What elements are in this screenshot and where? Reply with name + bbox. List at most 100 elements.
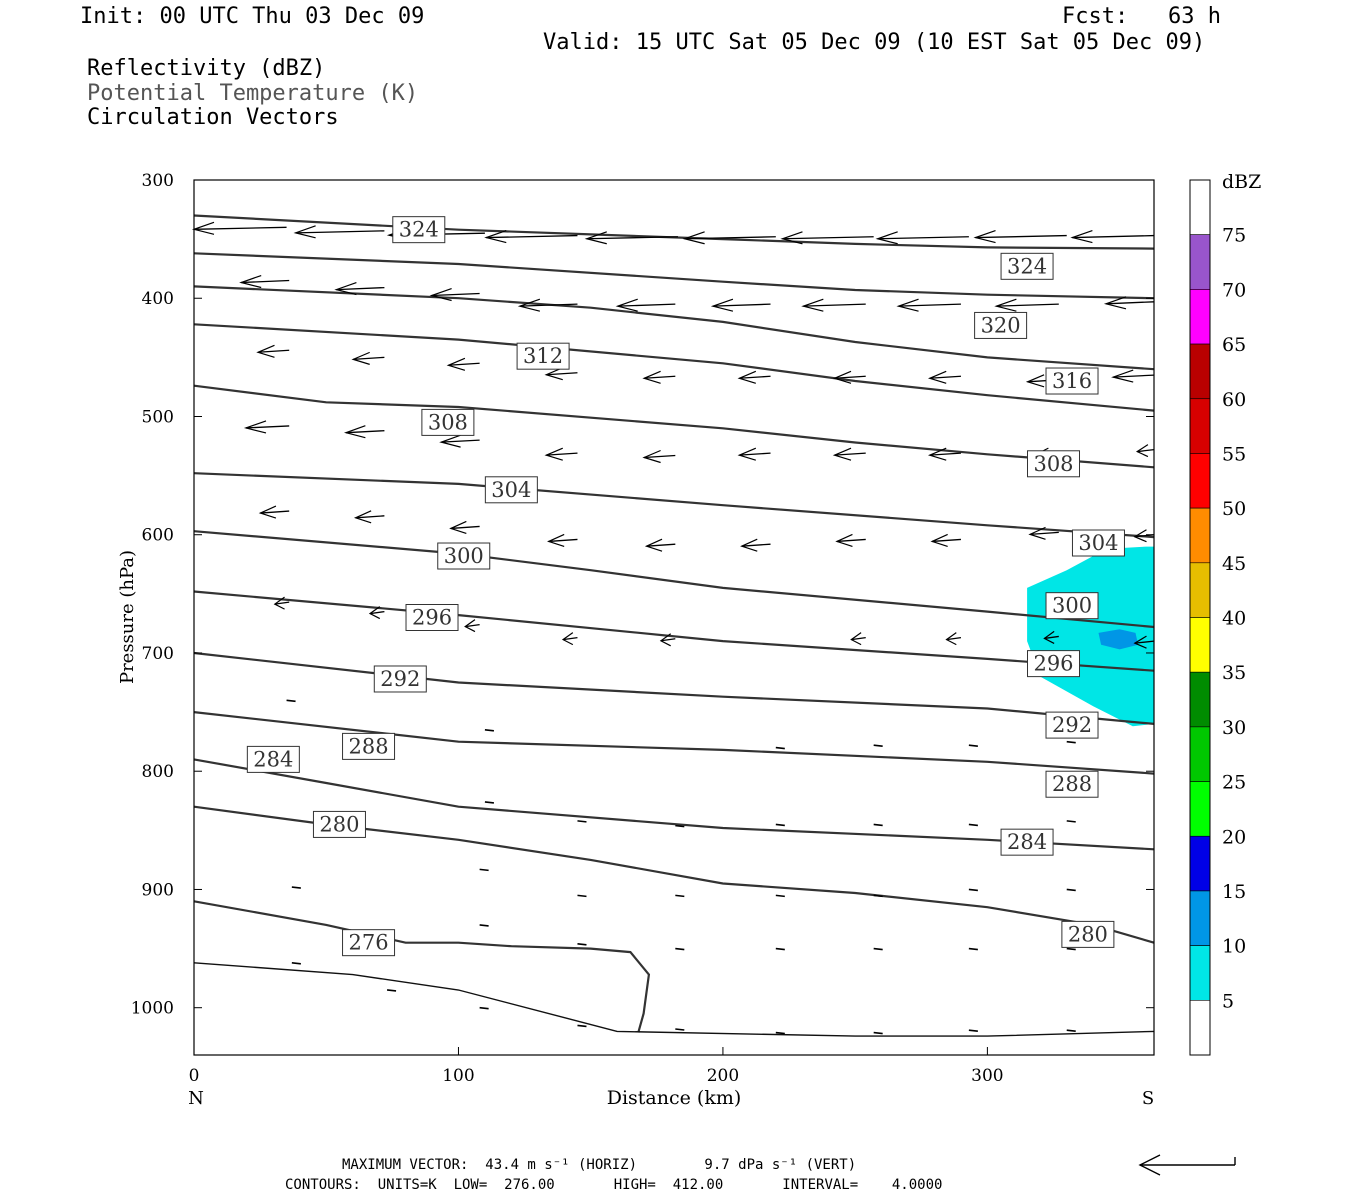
colorbar-segment xyxy=(1189,890,1211,946)
colorbar-label: 25 xyxy=(1222,772,1246,794)
circulation-vector xyxy=(577,943,587,946)
svg-text:300: 300 xyxy=(1052,594,1092,618)
theta-contour-324 xyxy=(193,252,1155,300)
circulation-vector xyxy=(832,370,866,384)
circulation-vector xyxy=(927,370,961,384)
colorbar-label: 10 xyxy=(1222,936,1246,958)
circulation-vector xyxy=(615,298,676,312)
circulation-vector xyxy=(479,1006,489,1010)
colorbar-label: 30 xyxy=(1222,717,1246,739)
circulation-vector xyxy=(584,231,678,245)
contour-label-304: 304 xyxy=(484,476,538,504)
circulation-vector xyxy=(256,344,290,358)
init-time: Init: 00 UTC Thu 03 Dec 09 xyxy=(80,4,425,29)
circulation-vector xyxy=(873,894,883,898)
circulation-vector xyxy=(994,298,1059,312)
colorbar-segment xyxy=(1189,671,1211,728)
circulation-vector xyxy=(659,633,676,647)
colorbar-segment xyxy=(1189,1000,1211,1056)
svg-text:284: 284 xyxy=(1007,830,1047,854)
theta-contour-280 xyxy=(193,900,651,1033)
svg-text:284: 284 xyxy=(253,747,293,771)
contour-label-280: 280 xyxy=(1061,920,1115,948)
x-end-label-north: N xyxy=(188,1088,204,1109)
theta-contour-276 xyxy=(193,962,1155,1037)
circulation-vector xyxy=(968,1029,978,1032)
x-tick-label: 300 xyxy=(971,1066,1003,1086)
field-theta: Potential Temperature (K) xyxy=(87,81,419,106)
circulation-vector xyxy=(801,298,866,312)
theta-contour-284 xyxy=(193,805,1155,944)
contour-label-320: 320 xyxy=(974,311,1028,339)
circulation-vector xyxy=(873,947,883,951)
circulation-vector xyxy=(517,298,578,312)
circulation-vector xyxy=(873,823,883,827)
circulation-vector xyxy=(642,370,676,384)
circulation-vector xyxy=(273,596,290,610)
theta-contour-324 xyxy=(193,214,1155,250)
reflectivity-region-5 xyxy=(1027,546,1154,727)
colorbar-label: 60 xyxy=(1222,389,1246,411)
contour-label-324: 324 xyxy=(1000,252,1054,280)
reflectivity-fill xyxy=(1027,546,1154,727)
circulation-vector xyxy=(835,533,866,548)
circulation-vector xyxy=(873,744,883,747)
circulation-vector xyxy=(191,221,287,235)
colorbar-label: 75 xyxy=(1222,225,1246,247)
circulation-vector xyxy=(239,274,290,289)
circulation-vector xyxy=(832,447,866,461)
circulation-vector xyxy=(544,367,578,381)
circulation-vector xyxy=(484,729,494,732)
circulation-vector xyxy=(675,824,685,828)
circulation-vector xyxy=(675,947,685,951)
circulation-vector xyxy=(446,357,480,371)
svg-text:288: 288 xyxy=(348,734,388,758)
contour-label-280: 280 xyxy=(312,810,366,838)
field-reflectivity: Reflectivity (dBZ) xyxy=(87,56,326,81)
circulation-vector xyxy=(1070,230,1155,244)
circulation-vector xyxy=(775,947,785,951)
circulation-vector xyxy=(675,894,685,898)
circulation-vector xyxy=(968,888,978,892)
circulation-vector xyxy=(873,1031,883,1035)
x-tick-label: 100 xyxy=(442,1066,474,1086)
colorbar-segment xyxy=(1189,726,1211,782)
y-tick-label: 600 xyxy=(142,526,174,546)
circulation-vector xyxy=(710,298,771,312)
circulation-vector xyxy=(740,538,771,552)
reflectivity-region-10 xyxy=(1098,629,1139,650)
plot-frame xyxy=(193,179,1155,1056)
axes: 300 400 500 600 700 800 900 1000 0 100 200 300 xyxy=(131,171,1154,1086)
circulation-vector xyxy=(968,744,978,747)
contour-label-284: 284 xyxy=(1000,828,1054,856)
x-axis-label: Distance (km) xyxy=(607,1087,742,1109)
circulation-vector xyxy=(293,225,385,239)
contour-label-300: 300 xyxy=(1045,592,1099,620)
circulation-vector xyxy=(286,699,296,703)
svg-text:288: 288 xyxy=(1052,772,1092,796)
circulation-vector xyxy=(439,434,480,448)
contour-labels: 324 324 320 316 312 308 308 304 304 300 300 296 296 2… xyxy=(246,216,1125,957)
svg-text:324: 324 xyxy=(1007,254,1047,278)
contour-label-312: 312 xyxy=(516,342,570,370)
y-axis-label: Pressure (hPa) xyxy=(117,550,138,684)
y-tick-label: 800 xyxy=(142,762,174,782)
circulation-vector xyxy=(429,287,480,302)
colorbar-segment xyxy=(1189,234,1211,290)
circulation-vector xyxy=(479,924,489,927)
field-vectors: Circulation Vectors xyxy=(87,105,339,130)
colorbar-title: dBZ xyxy=(1222,171,1261,193)
colorbar-segment xyxy=(1189,562,1211,618)
circulation-vector xyxy=(682,231,776,245)
contour-label-316: 316 xyxy=(1045,367,1099,395)
contour-label-292: 292 xyxy=(373,665,427,693)
reference-vector-arrow xyxy=(1138,1154,1236,1176)
circulation-vector xyxy=(1066,1029,1076,1032)
circulation-vector xyxy=(1133,635,1155,649)
contour-label-288: 288 xyxy=(1045,770,1099,798)
max-vector-note: MAXIMUM VECTOR: 43.4 m s⁻¹ (HORIZ) 9.7 d… xyxy=(342,1157,857,1173)
colorbar-label: 45 xyxy=(1222,553,1246,575)
circulation-vector xyxy=(351,351,385,365)
theta-contour-320 xyxy=(193,285,1155,371)
